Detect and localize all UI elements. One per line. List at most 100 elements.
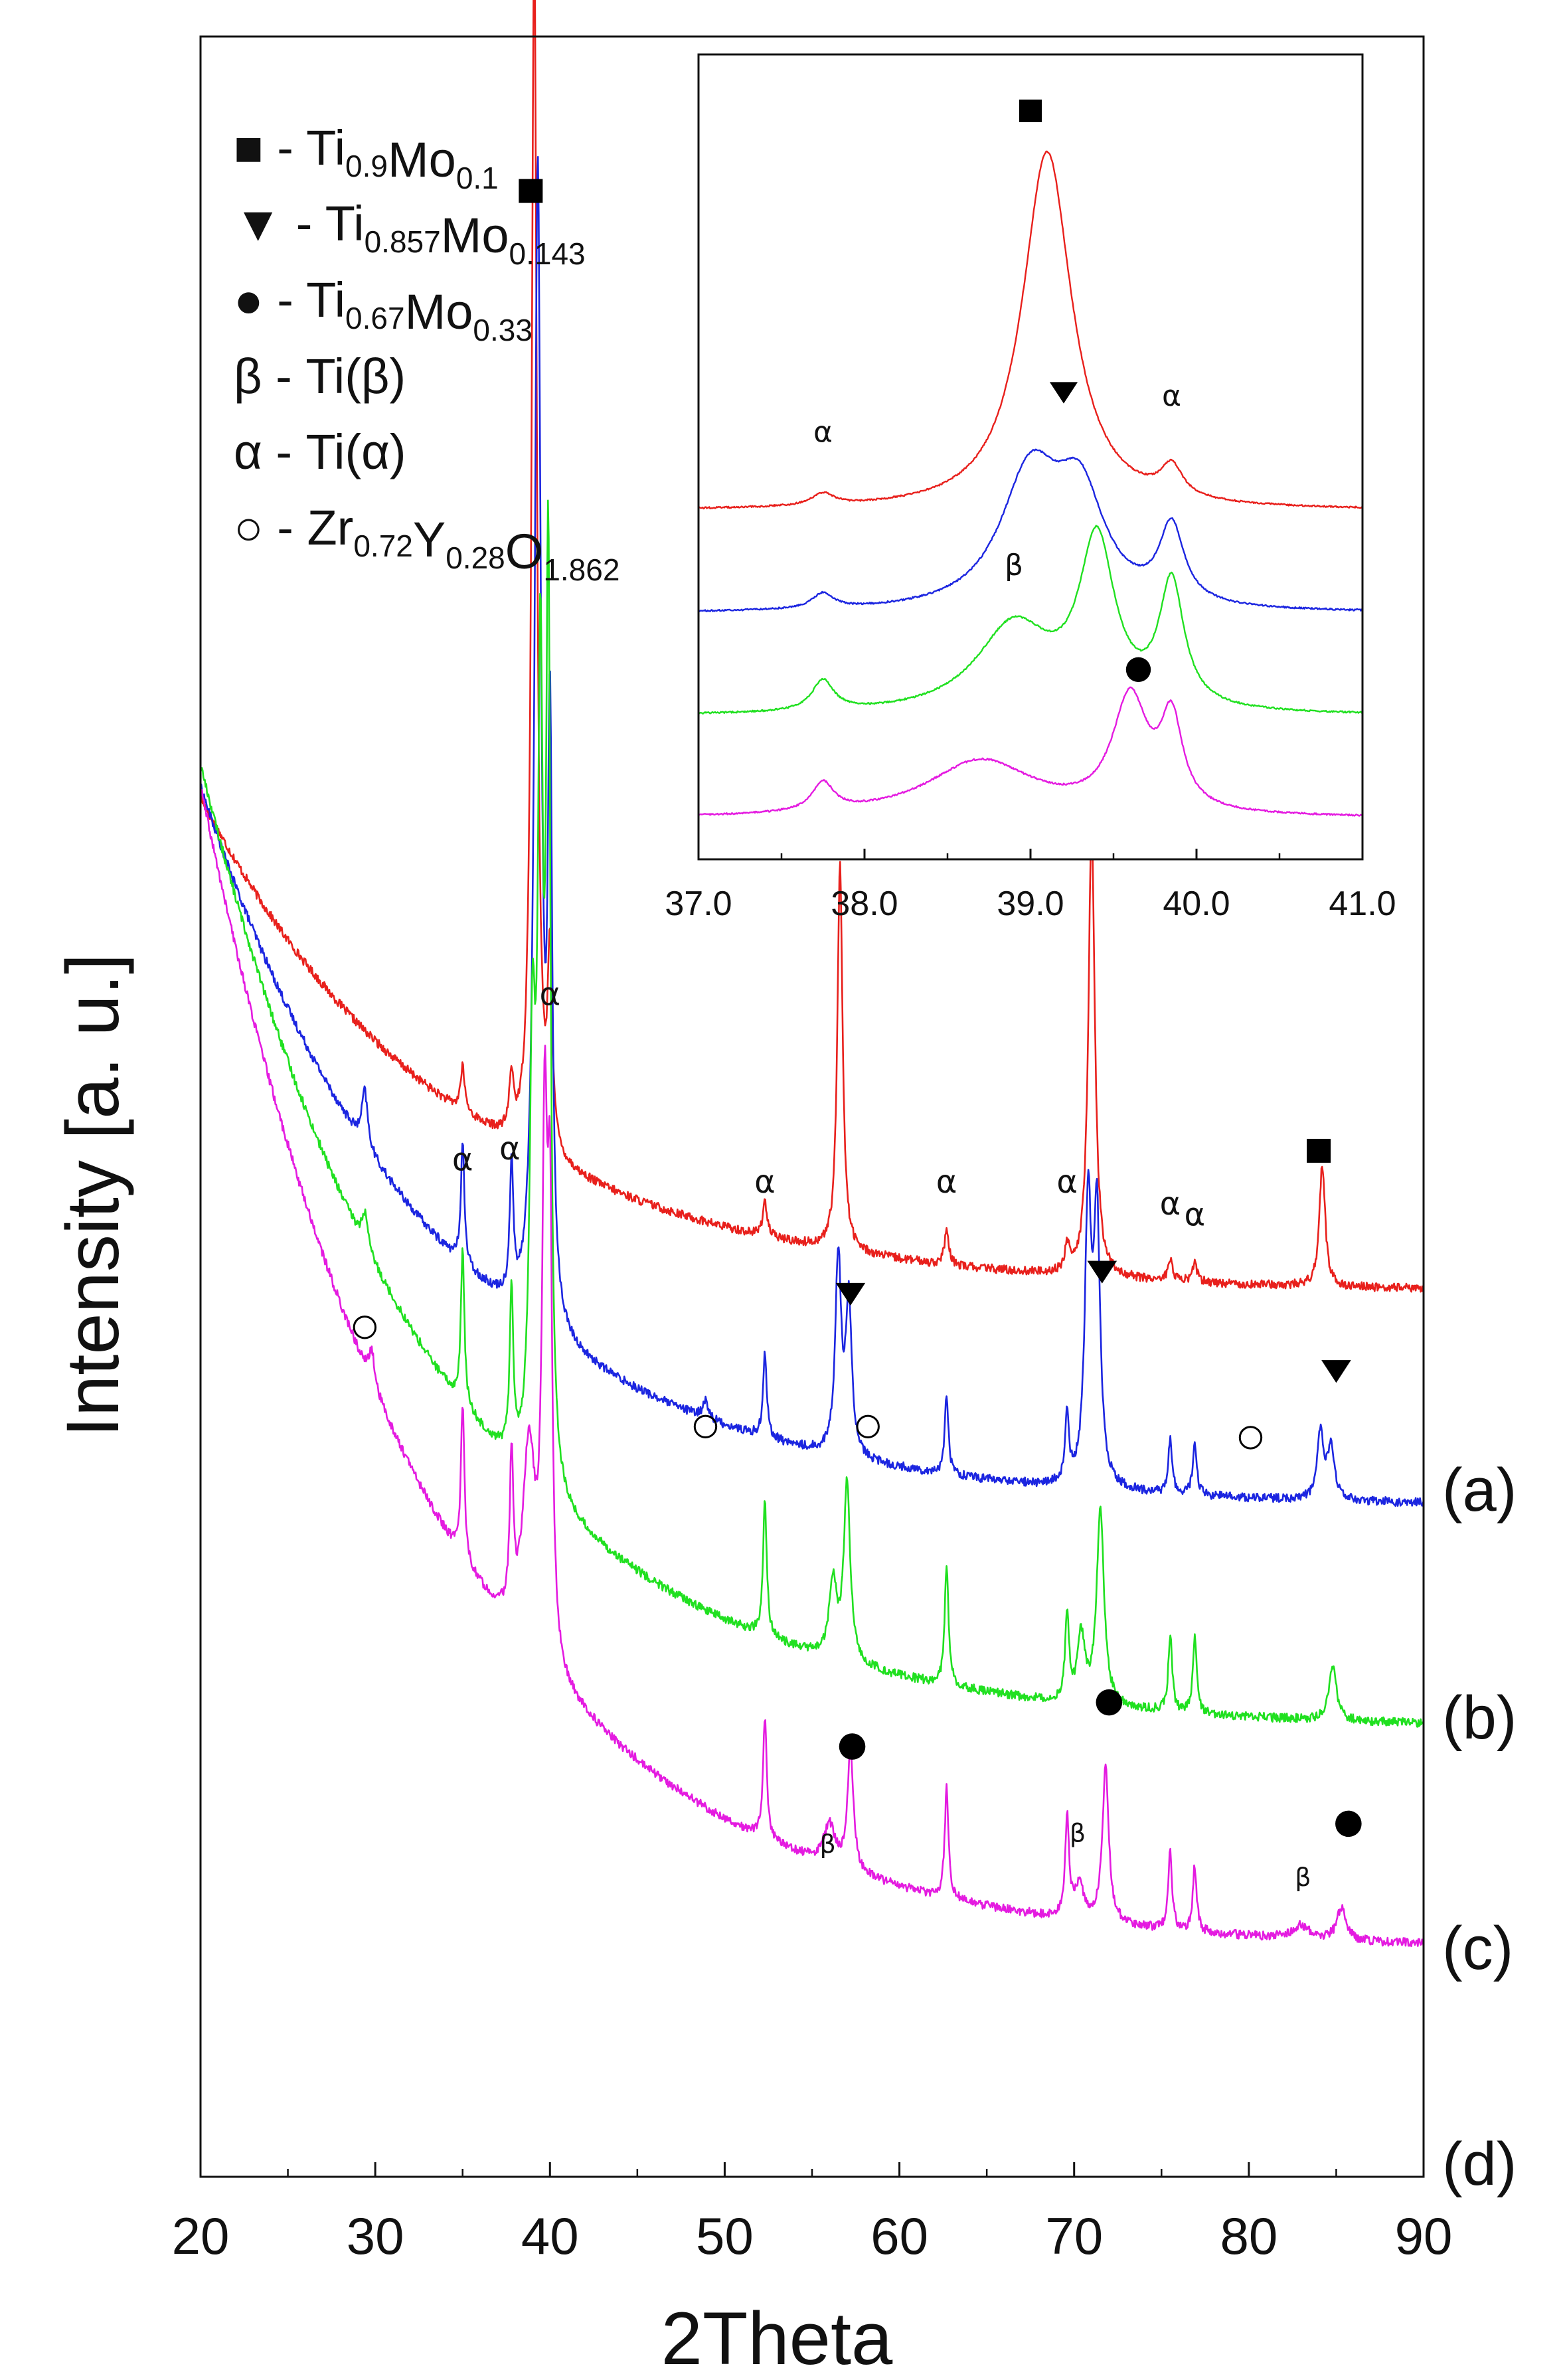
marker-alpha: α	[499, 1130, 521, 1167]
inset-series-d-line	[698, 686, 1363, 817]
series-c-line	[199, 499, 1425, 1728]
legend-item: β - Ti(β)	[234, 349, 406, 404]
legend-formula-part: Ti(α)	[306, 424, 406, 479]
legend-separator: -	[262, 424, 306, 479]
legend-subscript: 0.9	[345, 149, 388, 183]
x-axis-title: 2Theta	[661, 2297, 893, 2380]
marker-circle-filled	[1335, 1810, 1362, 1837]
marker-square	[1307, 1138, 1331, 1163]
main-plot: α ααα α αα αβ ββ 20 30 40 50 60 70 80 90 2Theta Inte…	[51, 0, 1517, 2380]
inset-background	[699, 54, 1362, 859]
legend-symbol: ●	[234, 272, 264, 327]
marker-triangle-down	[1321, 1360, 1351, 1383]
legend-subscript: 0.33	[473, 313, 533, 347]
x-tick-label: 30	[347, 2207, 404, 2265]
inset-series-c-line	[698, 525, 1363, 715]
legend-symbol: ○	[234, 500, 264, 555]
main-x-ticks: 20 30 40 50 60 70 80 90	[172, 2162, 1453, 2265]
legend-formula-part: Ti	[325, 196, 365, 251]
x-tick-label: 60	[870, 2207, 928, 2265]
legend-formula-part: Mo	[388, 132, 456, 187]
inset-annotations-group: α α β	[813, 99, 1181, 683]
legend-item: ▼ - Ti0.857Mo0.143	[234, 196, 586, 271]
marker-alpha: α	[754, 1163, 776, 1201]
marker-circle-open	[856, 1414, 880, 1438]
inset-x-tick-label: 41.0	[1329, 885, 1396, 923]
legend: ■ - Ti0.9Mo0.1▼ - Ti0.857Mo0.143● - Ti0.…	[234, 120, 619, 587]
series-d-line	[199, 787, 1425, 1948]
legend-subscript: 0.143	[509, 236, 586, 271]
legend-formula-part: Y	[413, 512, 446, 567]
legend-formula-part: Ti	[306, 120, 345, 175]
legend-item: ○ - Zr0.72Y0.28O1.862	[234, 500, 619, 587]
marker-beta: β	[820, 1829, 836, 1859]
legend-symbol: ■	[234, 120, 264, 175]
legend-formula-part: Zr	[307, 500, 353, 555]
legend-subscript: 0.857	[365, 224, 441, 259]
marker-circle-open	[353, 1316, 377, 1339]
legend-separator: -	[282, 196, 325, 251]
marker-alpha: α	[539, 976, 560, 1013]
legend-formula-part: O	[505, 524, 544, 579]
marker-triangle-down	[835, 1282, 866, 1306]
legend-separator: -	[264, 500, 307, 555]
pattern-labels: (a) (b) (c) (d)	[1442, 1456, 1517, 2198]
legend-subscript: 0.67	[345, 301, 405, 335]
x-tick-label: 50	[696, 2207, 754, 2265]
main-series-group	[199, 0, 1425, 1948]
marker-square	[519, 179, 543, 203]
inset-series-b-line	[698, 448, 1363, 612]
pattern-label: (b)	[1442, 1684, 1517, 1752]
legend-item: ■ - Ti0.9Mo0.1	[234, 120, 499, 195]
x-tick-label: 90	[1395, 2207, 1453, 2265]
inset-x-tick-label: 40.0	[1163, 885, 1230, 923]
x-tick-label: 40	[521, 2207, 579, 2265]
legend-subscript: 0.1	[456, 161, 499, 195]
legend-subscript: 1.862	[543, 552, 619, 587]
marker-square	[1019, 99, 1042, 122]
marker-alpha: α	[1184, 1197, 1205, 1234]
pattern-label: (d)	[1442, 2130, 1517, 2198]
inset-x-ticks: 37.0 38.0 39.0 40.0 41.0	[665, 849, 1396, 923]
series-b-line	[199, 155, 1425, 1507]
pattern-label: (a)	[1442, 1456, 1517, 1524]
x-tick-label: 80	[1220, 2207, 1277, 2265]
marker-triangle-down	[1049, 382, 1078, 404]
marker-triangle-down	[1087, 1260, 1117, 1284]
legend-formula-part: Mo	[441, 208, 509, 263]
legend-symbol: α	[234, 424, 262, 479]
legend-subscript: 0.28	[446, 541, 505, 575]
marker-beta: β	[1295, 1863, 1311, 1892]
pattern-label: (c)	[1442, 1914, 1513, 1982]
marker-alpha: α	[813, 415, 833, 449]
marker-beta: β	[1005, 549, 1023, 582]
legend-formula-part: Ti(β)	[305, 349, 406, 404]
marker-alpha: α	[1162, 379, 1181, 413]
legend-item: α - Ti(α)	[234, 424, 406, 479]
marker-alpha: α	[936, 1163, 957, 1201]
marker-circle-filled	[1096, 1689, 1123, 1716]
marker-circle-filled	[839, 1733, 866, 1760]
marker-alpha: α	[452, 1142, 473, 1179]
marker-circle-open	[693, 1414, 718, 1438]
marker-circle-open	[1238, 1426, 1263, 1450]
marker-beta: β	[1070, 1818, 1086, 1847]
inset-x-tick-label: 38.0	[831, 885, 898, 923]
inset-plot: α α β 37.0 38.0 39.0 40.0 41.0	[665, 53, 1396, 923]
legend-item: ● - Ti0.67Mo0.33	[234, 272, 533, 347]
legend-formula-part: Mo	[405, 284, 473, 339]
inset-series-group	[698, 150, 1363, 817]
legend-subscript: 0.72	[353, 529, 413, 563]
marker-alpha: α	[1056, 1163, 1078, 1201]
legend-separator: -	[264, 120, 306, 175]
inset-x-tick-label: 37.0	[665, 885, 732, 923]
inset-series-a-line	[698, 150, 1363, 510]
series-a-line	[199, 0, 1425, 1294]
legend-symbol: β	[234, 349, 262, 404]
marker-alpha: α	[1160, 1185, 1181, 1223]
x-tick-label: 20	[172, 2207, 230, 2265]
x-tick-label: 70	[1045, 2207, 1103, 2265]
y-axis-title: Intensity [a. u.]	[51, 954, 134, 1437]
marker-circle-filled	[1125, 657, 1151, 683]
